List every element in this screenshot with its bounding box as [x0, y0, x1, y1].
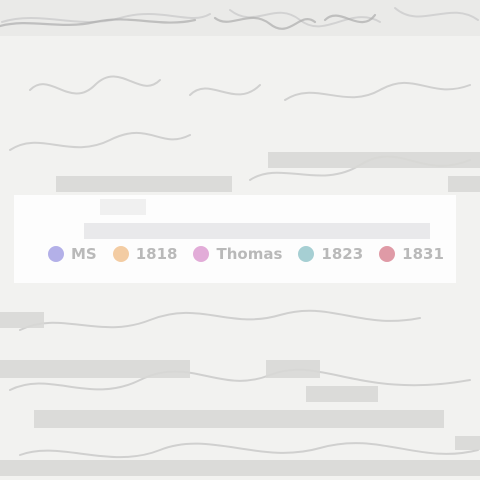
- legend-item-1823[interactable]: 1823: [298, 245, 363, 263]
- legend-item-1818[interactable]: 1818: [112, 245, 178, 263]
- legend-placeholder-bar: [100, 199, 146, 215]
- legend-label: MS: [71, 245, 97, 263]
- legend-item-ms[interactable]: MS: [48, 245, 97, 263]
- legend-dot-icon: [48, 246, 64, 262]
- legend-panel: [14, 195, 456, 283]
- legend-label: 1831: [402, 245, 444, 263]
- legend-dot-icon: [112, 246, 129, 262]
- legend-label: 1823: [321, 245, 364, 263]
- legend-item-1831[interactable]: 1831: [379, 245, 444, 263]
- legend-dot-icon: [298, 246, 315, 262]
- legend-item-thomas[interactable]: Thomas: [193, 245, 282, 263]
- legend-placeholder-bar: [84, 223, 430, 239]
- legend-dot-icon: [193, 246, 210, 262]
- legend: MS 1818 Thomas 1823 1831: [48, 244, 460, 264]
- legend-dot-icon: [379, 246, 396, 262]
- legend-label: 1818: [135, 245, 178, 263]
- legend-label: Thomas: [216, 245, 283, 263]
